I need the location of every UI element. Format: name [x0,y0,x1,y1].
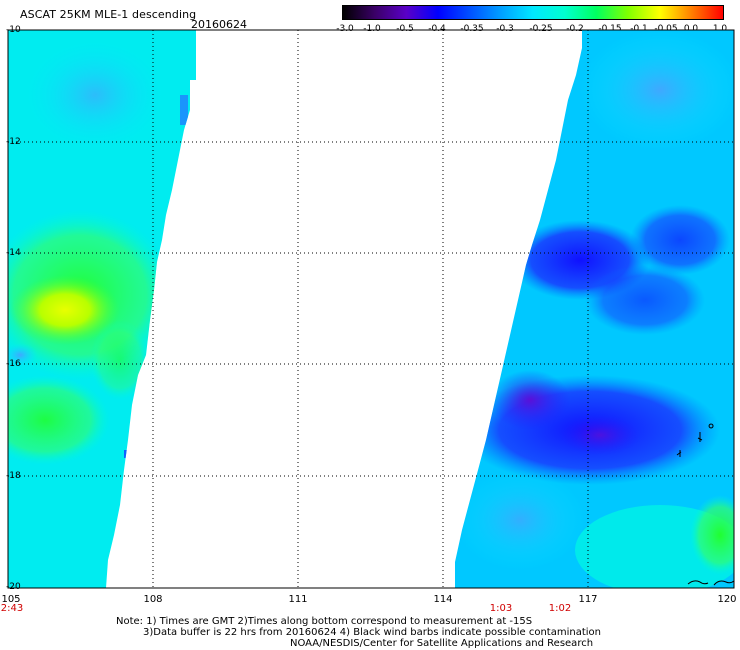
lon-label: 105 [1,594,21,605]
time-label: 1:02 [548,603,572,614]
lat-label: -12 [6,137,21,147]
colorbar-tick-label: -0.5 [396,24,414,34]
time-label: 2:43 [0,603,24,614]
product-title: ASCAT 25KM MLE-1 descending [20,8,197,21]
lon-label: 114 [433,594,453,605]
colorbar-tick-label: -0.2 [566,24,584,34]
color-scale-bar [342,5,724,20]
colorbar-tick-label: -0.35 [460,24,484,34]
lat-label: -18 [6,471,21,481]
colorbar-tick-label: -0.25 [529,24,553,34]
lat-label: -10 [6,25,21,35]
east-swath [455,30,734,588]
lat-label: -20 [6,582,21,592]
colorbar-tick-label: -0.4 [428,24,446,34]
west-swath [8,30,196,588]
colorbar-tick-label: -3.0 [336,24,354,34]
note-line: Note: 1) Times are GMT 2)Times along bot… [116,616,533,627]
lon-label: 120 [717,594,737,605]
wind-barb-marks [676,423,714,457]
colorbar-tick-label: -1.0 [363,24,381,34]
lat-label: -16 [6,359,21,369]
colorbar-tick-label: -0.05 [654,24,678,34]
time-label: 1:03 [489,603,513,614]
lat-label: -14 [6,248,21,258]
lon-label: 111 [288,594,308,605]
colorbar-tick-label: -0.3 [496,24,514,34]
colorbar-tick-label: -0.1 [630,24,648,34]
lon-label: 108 [143,594,163,605]
note-line: NOAA/NESDIS/Center for Satellite Applica… [290,638,594,649]
colorbar-tick-label: 0.0 [683,24,699,34]
coastline [687,580,735,586]
lon-label: 117 [578,594,598,605]
lat-lon-grid [8,30,734,588]
note-line: 3)Data buffer is 22 hrs from 20160624 4)… [143,627,601,638]
plot-border [7,29,735,589]
colorbar-tick-label: 1.0 [712,24,728,34]
colorbar-tick-label: -0.15 [598,24,622,34]
product-date: 20160624 [191,18,247,31]
